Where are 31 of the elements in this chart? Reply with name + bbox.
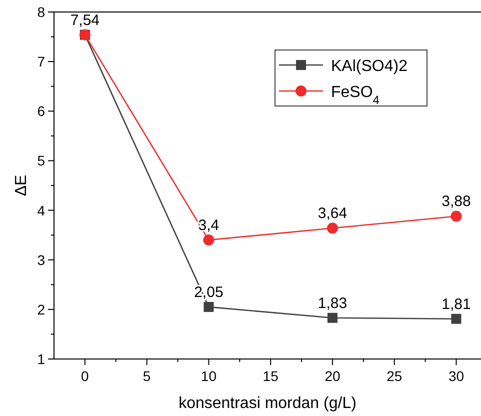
y-tick-label: 8 <box>37 4 46 20</box>
legend-label: FeSO$_{4}$ <box>331 84 380 107</box>
data-label: 3,88 <box>442 193 471 210</box>
data-label: 3,4 <box>198 217 220 234</box>
legend-label: KAl(SO4)2 <box>331 58 408 75</box>
x-tick-label: 30 <box>448 368 464 384</box>
data-label: 3,64 <box>318 205 348 222</box>
y-tick-label: 2 <box>37 301 46 318</box>
x-tick-label: 10 <box>200 368 217 384</box>
point <box>327 312 338 323</box>
x-axis-title: konsentrasi mordan (g/L) <box>178 395 356 412</box>
y-tick-label: 7 <box>37 54 46 70</box>
x-tick-label: 20 <box>324 368 340 384</box>
y-tick-label: 1 <box>37 351 46 367</box>
x-tick-label: 15 <box>262 368 279 384</box>
x-tick-label: 5 <box>142 368 151 384</box>
data-label: 1,81 <box>442 296 471 313</box>
point <box>326 222 338 234</box>
x-tick-label: 25 <box>386 368 402 384</box>
point <box>450 210 462 222</box>
data-label: 1,83 <box>318 294 348 312</box>
y-axis-title: ΔE <box>13 174 30 196</box>
point <box>451 314 462 324</box>
y-tick-label: 5 <box>37 152 46 169</box>
y-tick-label: 4 <box>37 202 46 218</box>
data-label: 7,54 <box>70 12 100 29</box>
point <box>204 302 214 312</box>
point <box>203 234 214 246</box>
y-tick-label: 3 <box>37 252 46 268</box>
y-tick-label: 6 <box>37 103 46 120</box>
x-tick-label: 0 <box>81 368 90 384</box>
